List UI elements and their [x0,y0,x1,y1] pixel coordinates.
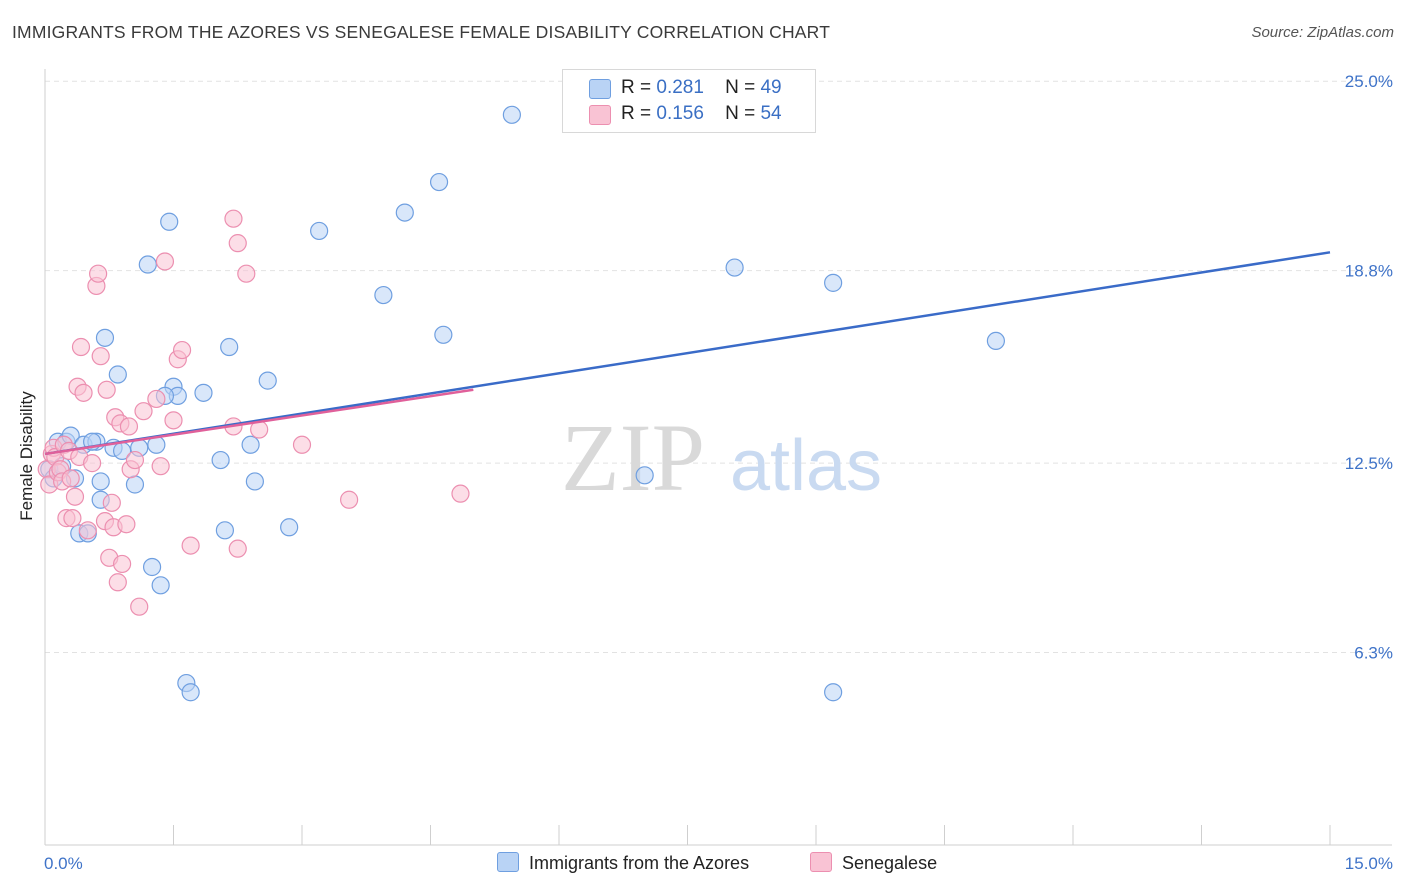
legend-r-value: 0.281 [656,77,704,98]
point-azores [125,475,145,494]
legend-r-label: R = [621,103,652,124]
point-senegalese [91,347,110,366]
point-senegalese [83,454,102,473]
point-senegalese [89,264,108,283]
point-azores [220,337,239,357]
point-azores [374,285,393,305]
point-senegalese [65,487,85,506]
legend-n-value: 54 [760,103,782,124]
trend-line-azores [44,251,1331,456]
point-senegalese [63,509,82,528]
point-azores [211,450,230,470]
series-senegalese-points [37,209,470,616]
point-senegalese [292,435,312,454]
point-azores [986,331,1006,351]
legend-n-label: N = [725,103,756,124]
point-azores [502,105,521,124]
legend-n-value: 49 [760,77,782,98]
point-senegalese [181,536,200,555]
point-senegalese [74,383,93,402]
point-azores [194,383,213,402]
legend-r-label: R = [621,77,652,98]
point-senegalese [155,252,175,271]
point-azores [142,557,162,577]
x-tick-label: 15.0% [1345,854,1393,873]
point-azores [108,365,127,384]
x-tick-labels: 0.0% 15.0% [44,854,1393,873]
point-senegalese [117,515,136,534]
point-senegalese [71,337,91,357]
gridlines [45,80,1392,654]
point-azores [434,325,453,344]
point-senegalese [102,493,121,512]
point-azores [429,172,449,192]
point-senegalese [108,573,127,592]
point-azores [91,472,110,491]
point-senegalese [97,380,116,399]
x-tick-label: 0.0% [44,854,83,873]
point-azores [824,273,843,292]
y-tick-label: 6.3% [1354,644,1393,663]
bottom-legend-label-senegalese: Senegalese [842,853,938,873]
point-azores [215,521,234,540]
series-azores-points [40,105,1006,702]
legend-swatch-senegalese [589,105,611,125]
point-azores [151,576,170,595]
point-senegalese [119,417,139,436]
y-tick-label: 25.0% [1345,72,1393,91]
point-azores [241,435,260,454]
point-senegalese [228,539,247,558]
point-senegalese [130,597,149,616]
y-tick-labels: 6.3% 12.5% 18.8% 25.0% [1345,72,1393,662]
trend-line-senegalese [44,388,474,456]
point-azores [95,328,115,347]
point-azores [245,472,264,491]
bottom-legend-senegalese: Senegalese [810,852,937,874]
point-senegalese [147,389,166,409]
point-senegalese [151,457,170,476]
point-azores [824,683,843,702]
point-senegalese [125,450,145,470]
legend: R = 0.281 N = 49 R = 0.156 N = 54 [562,69,816,133]
point-senegalese [224,209,243,228]
trend-lines [44,251,1331,456]
chart-title: IMMIGRANTS FROM THE AZORES VS SENEGALESE… [12,22,831,42]
point-senegalese [228,234,247,253]
y-tick-label: 18.8% [1345,262,1393,281]
point-senegalese [237,264,256,283]
point-senegalese [112,554,132,574]
point-senegalese [164,411,183,430]
bottom-legend-label-azores: Immigrants from the Azores [529,853,750,873]
watermark-atlas: atlas [730,426,882,506]
bottom-legend-azores: Immigrants from the Azores [497,852,749,874]
point-azores [725,258,744,277]
point-azores [181,683,200,702]
legend-n-label: N = [725,77,756,98]
source-credit: Source: ZipAtlas.com [1251,24,1394,41]
point-azores [635,466,654,485]
point-senegalese [451,484,470,503]
y-tick-label: 12.5% [1345,454,1393,473]
point-azores [310,221,329,241]
point-azores [258,371,277,390]
point-azores [395,203,414,222]
point-senegalese [134,402,153,421]
legend-r-value: 0.156 [656,103,704,124]
axes [44,69,1392,846]
point-senegalese [172,340,192,360]
point-azores [280,518,299,537]
watermark-zip: ZIP [561,404,705,511]
bottom-legend-swatch-senegalese [810,852,832,872]
point-senegalese [78,521,97,540]
point-senegalese [61,469,80,488]
point-azores [160,212,179,231]
bottom-legend-swatch-azores [497,852,519,872]
legend-swatch-azores [589,79,611,99]
point-senegalese [340,490,359,509]
point-azores [138,255,157,274]
